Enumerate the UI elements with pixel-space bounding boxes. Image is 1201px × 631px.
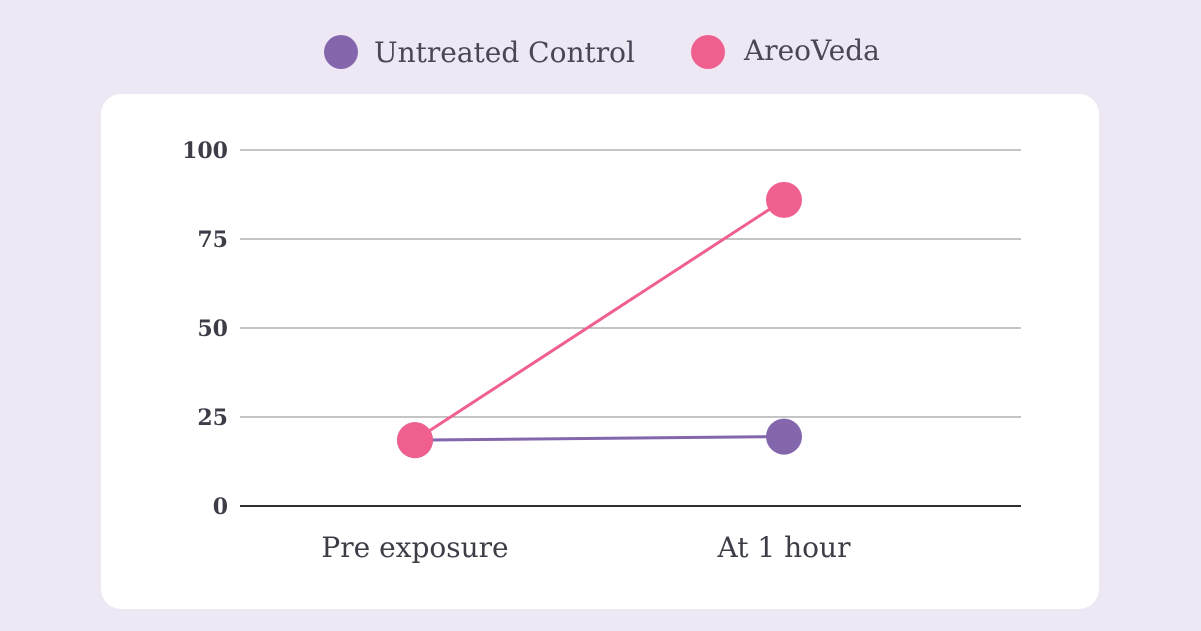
gridlines: [240, 149, 1021, 507]
series-line-0: [414, 435, 785, 442]
data-point-1-1: [766, 181, 802, 218]
y-axis-ticks: 0 25 50 75 100: [182, 138, 228, 520]
data-point-0-1: [766, 418, 802, 455]
legend-label-areoveda: AreoVeda: [743, 34, 880, 67]
y-tick-label-75: 75: [197, 227, 228, 253]
x-tick-label-0: Pre exposure: [321, 531, 508, 564]
x-axis-ticks: Pre exposure At 1 hour: [321, 531, 851, 564]
series-line-1: [414, 198, 785, 442]
data-point-1-0: [397, 422, 433, 459]
x-tick-label-1: At 1 hour: [717, 531, 852, 564]
legend-marker-areoveda: [691, 35, 725, 69]
chart-card: [101, 94, 1099, 609]
series-1: [397, 181, 802, 459]
y-tick-label-0: 0: [213, 494, 228, 520]
y-tick-label-50: 50: [197, 316, 228, 342]
legend-label-untreated-control: Untreated Control: [374, 36, 635, 69]
legend-marker-untreated-control: [324, 35, 358, 69]
series: [397, 181, 802, 459]
y-tick-label-25: 25: [197, 405, 228, 431]
legend: Untreated Control AreoVeda: [324, 34, 880, 69]
y-tick-label-100: 100: [182, 138, 228, 164]
